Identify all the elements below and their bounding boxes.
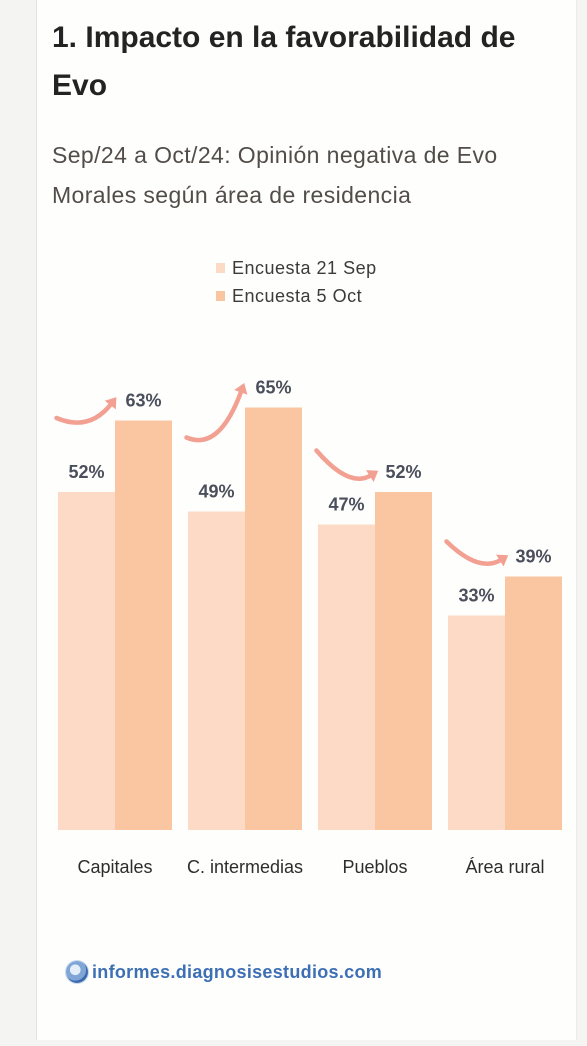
- value-unit: %: [219, 481, 235, 501]
- curved-arrow-icon: [444, 539, 509, 567]
- chart-title: 1. Impacto en la favorabilidad de Evo: [52, 21, 516, 102]
- legend-label: Encuesta 5 Oct: [232, 285, 363, 306]
- value-label: 65%: [255, 377, 291, 397]
- value-unit: %: [146, 390, 162, 410]
- bar-encuesta-21-sep: [318, 524, 375, 830]
- value-label: 49%: [198, 481, 234, 501]
- diagnosis-logo-icon: [66, 961, 88, 983]
- value-label: 52%: [68, 462, 104, 482]
- bar-encuesta-5-oct: [505, 576, 562, 830]
- value-label: 33%: [458, 585, 494, 605]
- increase-arrow-head: [496, 554, 509, 567]
- bar-encuesta-21-sep: [58, 492, 115, 830]
- value-number: 52: [385, 462, 405, 482]
- category-label: Pueblos: [342, 857, 407, 877]
- footer: informes.diagnosisestudios.com: [66, 960, 382, 984]
- value-label: 39%: [515, 546, 551, 566]
- value-number: 52: [68, 462, 88, 482]
- arrows-layer: [54, 382, 509, 567]
- curved-arrow-icon: [54, 397, 117, 425]
- bar-encuesta-5-oct: [245, 407, 302, 830]
- category-label: C. intermedias: [187, 857, 303, 877]
- increase-arrow-head: [366, 470, 379, 482]
- legend-item-encuesta-5-oct: Encuesta 5 Oct: [216, 282, 377, 310]
- increase-arrow-head: [104, 397, 117, 410]
- value-unit: %: [349, 494, 365, 514]
- increase-arrow: [314, 448, 374, 481]
- bar-encuesta-21-sep: [448, 615, 505, 830]
- legend-swatch-encuesta-21-sep: [216, 263, 225, 273]
- category-label: Área rural: [465, 857, 544, 877]
- value-number: 47: [328, 494, 348, 514]
- bar-encuesta-5-oct: [115, 420, 172, 830]
- bar-encuesta-5-oct: [375, 492, 432, 830]
- increase-arrow: [184, 388, 244, 443]
- curved-arrow-icon: [184, 382, 248, 443]
- source-link[interactable]: informes.diagnosisestudios.com: [92, 961, 383, 982]
- value-unit: %: [479, 585, 495, 605]
- bar-encuesta-21-sep: [188, 511, 245, 830]
- value-number: 49: [198, 481, 218, 501]
- chart-legend: Encuesta 21 Sep Encuesta 5 Oct: [216, 254, 377, 310]
- curved-arrow-icon: [314, 448, 379, 482]
- bars-layer: [58, 407, 562, 830]
- value-unit: %: [89, 462, 105, 482]
- category-label: Capitales: [77, 857, 152, 877]
- value-label: 47%: [328, 494, 364, 514]
- increase-arrow: [444, 539, 504, 566]
- value-unit: %: [536, 546, 552, 566]
- increase-arrow: [54, 401, 114, 425]
- value-number: 39: [515, 546, 535, 566]
- value-unit: %: [406, 462, 422, 482]
- value-number: 63: [125, 390, 145, 410]
- value-number: 65: [255, 377, 275, 397]
- legend-label: Encuesta 21 Sep: [232, 257, 377, 278]
- value-unit: %: [276, 377, 292, 397]
- value-label: 52%: [385, 462, 421, 482]
- legend-swatch-encuesta-5-oct: [216, 291, 225, 301]
- value-number: 33: [458, 585, 478, 605]
- legend-item-encuesta-21-sep: Encuesta 21 Sep: [216, 254, 377, 282]
- increase-arrow-head: [234, 382, 248, 395]
- chart-subtitle: Sep/24 a Oct/24: Opinión negativa de Evo…: [52, 142, 498, 208]
- value-label: 63%: [125, 390, 161, 410]
